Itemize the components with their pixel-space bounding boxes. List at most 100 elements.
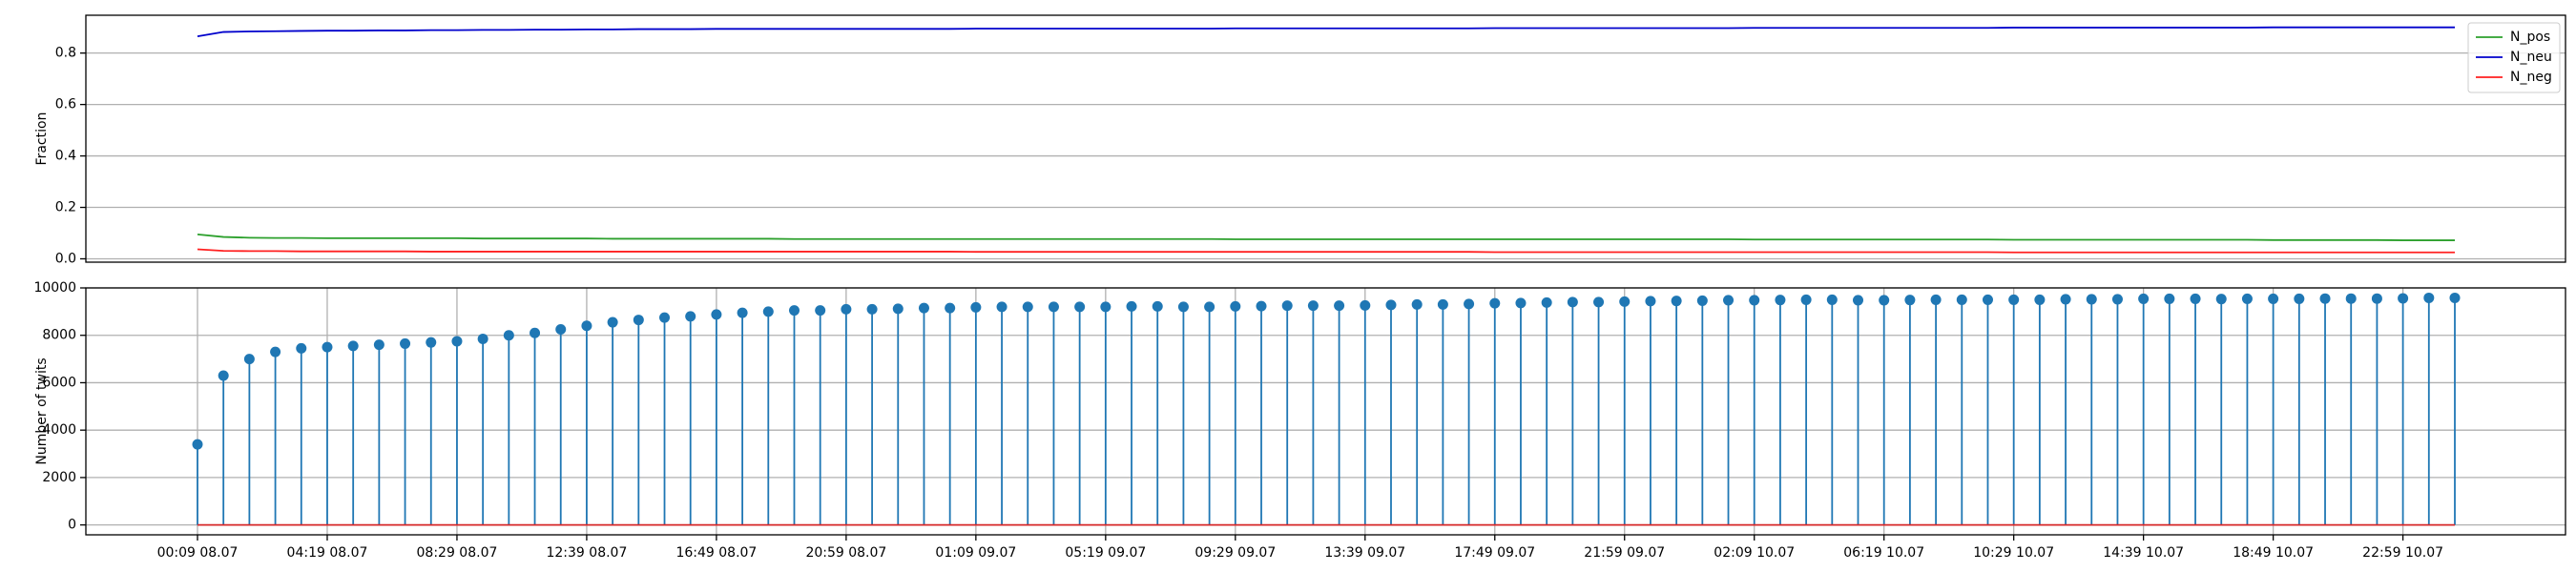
stem-marker <box>1437 298 1448 310</box>
y-axis-label: Fraction <box>34 112 50 166</box>
stem-marker <box>633 315 644 326</box>
stem-marker <box>1204 301 1215 313</box>
stem-marker <box>503 330 514 341</box>
stem-marker <box>2164 293 2175 304</box>
stem-marker <box>1281 300 1293 312</box>
stem-marker <box>1515 297 1527 309</box>
stem-marker <box>762 306 774 317</box>
stem-marker <box>530 327 541 338</box>
x-tick-label: 09:29 09.07 <box>1195 545 1276 561</box>
legend: N_pos N_neu N_neg <box>2467 22 2561 93</box>
x-tick-label: 06:19 10.07 <box>1843 545 1924 561</box>
stem-marker <box>685 311 696 322</box>
y-tick-label: 0.6 <box>55 97 76 112</box>
stem-marker <box>243 354 255 365</box>
y-tick-label: 2000 <box>42 470 76 485</box>
x-tick-label: 17:49 09.07 <box>1454 545 1535 561</box>
x-tick-label: 21:59 09.07 <box>1584 545 1665 561</box>
stem-marker <box>1696 295 1708 306</box>
stem-marker <box>2241 293 2253 304</box>
stem-marker <box>815 305 826 317</box>
stem-marker <box>1100 301 1111 313</box>
legend-label: N_pos <box>2510 30 2550 45</box>
stem-marker <box>659 312 671 323</box>
stem-marker <box>996 301 1008 313</box>
stem-marker <box>1982 294 1993 305</box>
stem-marker <box>322 341 333 353</box>
stem-marker <box>1126 300 1137 312</box>
stem-marker <box>1411 298 1423 310</box>
stem-marker <box>2268 293 2279 304</box>
stem-marker <box>1360 299 1371 311</box>
stem-marker <box>2034 294 2046 305</box>
stem-marker <box>400 337 411 349</box>
line <box>197 233 2455 241</box>
stem-marker <box>1956 294 1967 305</box>
stem-marker <box>788 305 800 317</box>
x-tick-label: 01:09 09.07 <box>935 545 1016 561</box>
stem-marker <box>711 309 722 320</box>
stem-marker <box>2060 294 2071 305</box>
stem-marker <box>2215 294 2227 305</box>
x-tick-label: 05:19 09.07 <box>1065 545 1146 561</box>
stem-marker <box>1256 300 1267 312</box>
stem-marker <box>2319 293 2331 304</box>
stem-marker <box>1775 295 1786 306</box>
y-tick-label: 0.4 <box>55 149 76 164</box>
x-tick-label: 16:49 08.07 <box>675 545 757 561</box>
stem-marker <box>945 302 956 314</box>
stem-marker <box>1334 300 1345 312</box>
stem-marker <box>1904 295 1916 306</box>
x-tick-label: 18:49 10.07 <box>2233 545 2314 561</box>
stem-marker <box>1853 295 1864 306</box>
stem-marker <box>1671 296 1682 307</box>
stem-marker <box>841 303 852 315</box>
stem-marker <box>892 303 904 315</box>
stem-marker <box>1800 294 1812 305</box>
stem-marker <box>555 324 567 336</box>
stem-marker <box>918 302 929 314</box>
stem-marker <box>373 339 384 351</box>
stem-marker <box>1230 300 1241 312</box>
stem-marker <box>2294 293 2305 304</box>
x-tick-label: 13:39 09.07 <box>1324 545 1405 561</box>
y-tick-label: 8000 <box>42 328 76 343</box>
stem-marker <box>451 336 463 347</box>
x-tick-label: 00:09 08.07 <box>157 545 239 561</box>
line <box>197 248 2455 254</box>
stem-marker <box>1645 296 1656 307</box>
stem-marker <box>1541 296 1552 308</box>
stem-marker <box>1048 301 1059 313</box>
x-tick-label: 14:39 10.07 <box>2103 545 2184 561</box>
axes-frame <box>85 14 2566 263</box>
stem-marker <box>1930 294 1942 305</box>
stem-marker <box>1464 298 1475 310</box>
stem-marker <box>581 320 592 332</box>
stem-marker <box>192 439 203 450</box>
stem-marker <box>1879 295 1890 306</box>
stem-marker <box>2371 293 2382 304</box>
y-tick-label: 0 <box>68 518 76 533</box>
stem-marker <box>1619 296 1631 307</box>
axes-frame <box>85 287 2566 536</box>
x-tick-label: 04:19 08.07 <box>287 545 368 561</box>
y-tick-label: 0.0 <box>55 251 76 266</box>
y-tick-label: 6000 <box>42 375 76 390</box>
x-tick-label: 08:29 08.07 <box>417 545 498 561</box>
y-tick-label: 10000 <box>33 280 76 296</box>
x-tick-label: 12:39 08.07 <box>546 545 627 561</box>
x-tick-label: 02:09 10.07 <box>1714 545 1795 561</box>
stem-marker <box>1489 297 1501 309</box>
y-axis-label: Number of twits <box>34 358 50 464</box>
stem-marker <box>2111 294 2123 305</box>
stem-marker <box>1749 295 1760 306</box>
stem-marker <box>970 301 982 313</box>
y-tick-label: 4000 <box>42 422 76 438</box>
stem-marker <box>347 340 359 352</box>
stem-marker <box>2449 292 2461 303</box>
stem-marker <box>1593 296 1605 308</box>
stem-marker <box>737 307 748 318</box>
stem-marker <box>1723 295 1735 306</box>
stem-marker <box>1567 296 1578 308</box>
